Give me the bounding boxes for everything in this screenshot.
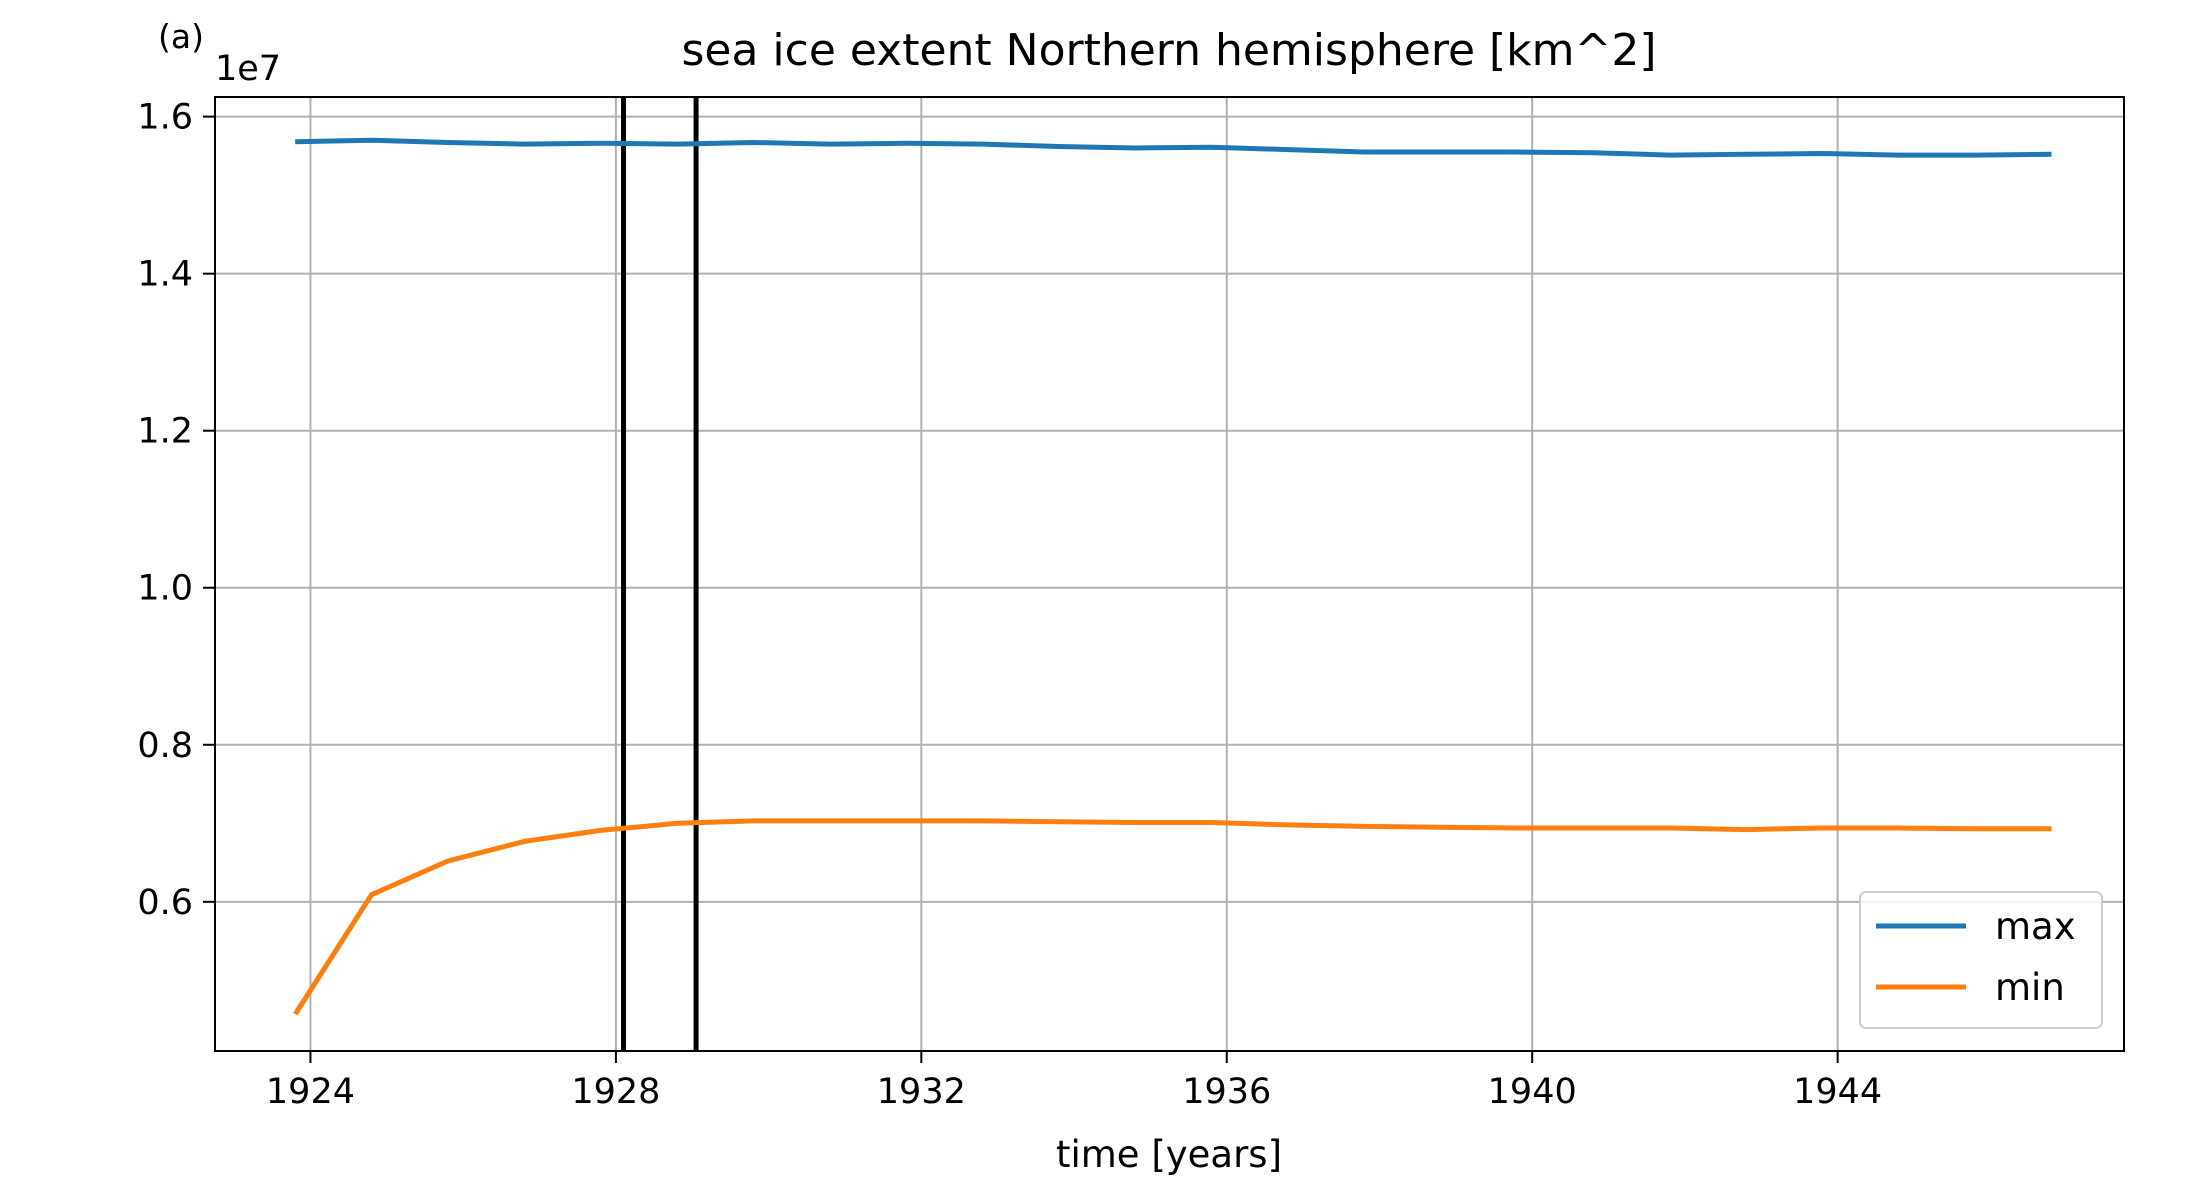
y-tick-label: 1.4 xyxy=(137,255,193,295)
legend-label-max: max xyxy=(1995,905,2076,948)
gridlines xyxy=(215,97,2124,1051)
x-tick-label: 1932 xyxy=(877,1072,966,1112)
legend-label-min: min xyxy=(1995,966,2065,1009)
plot-frame xyxy=(214,96,2125,1052)
y-offset-label: 1e7 xyxy=(215,49,281,89)
y-tick-label: 1.6 xyxy=(137,98,193,138)
x-tick-label: 1940 xyxy=(1488,1072,1577,1112)
series-line-min xyxy=(293,818,2052,1016)
y-tick-label: 1.2 xyxy=(137,412,193,452)
x-axis-ticks: 1924 1928 1932 1936 1940 1944 xyxy=(266,1051,1882,1112)
x-tick-label: 1924 xyxy=(266,1072,355,1112)
x-tick-label: 1936 xyxy=(1182,1072,1271,1112)
legend: max min xyxy=(1859,891,2103,1029)
series-line-max xyxy=(295,137,2052,158)
chart-title: sea ice extent Northern hemisphere [km^2… xyxy=(681,25,1656,76)
y-axis-ticks: 0.6 0.8 1.0 1.2 1.4 1.6 xyxy=(137,98,215,923)
x-axis-label: time [years] xyxy=(1056,1133,1282,1176)
y-tick-label: 1.0 xyxy=(137,569,193,609)
series-lines xyxy=(293,137,2052,1016)
x-tick-label: 1928 xyxy=(571,1072,660,1112)
y-tick-label: 0.8 xyxy=(137,726,193,766)
x-tick-label: 1944 xyxy=(1793,1072,1882,1112)
panel-label: (a) xyxy=(158,17,204,56)
vertical-markers xyxy=(621,97,699,1051)
y-tick-label: 0.6 xyxy=(137,883,193,923)
